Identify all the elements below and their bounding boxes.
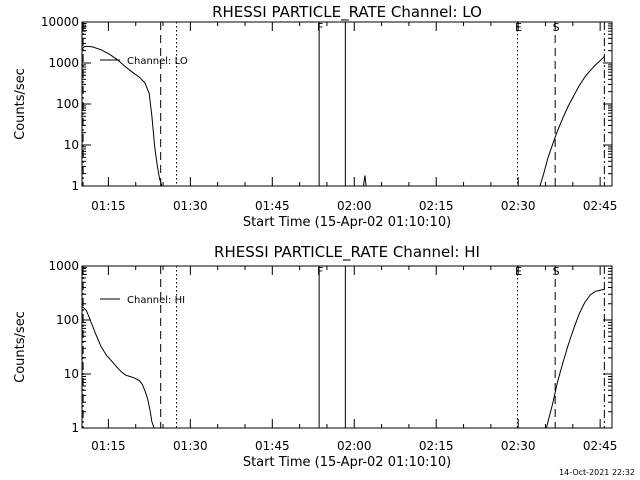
x-axis-label: Start Time (15-Apr-02 01:10:10) bbox=[243, 455, 451, 470]
x-tick-label: 02:00 bbox=[337, 439, 372, 453]
footer-timestamp: 14-Oct-2021 22:32 bbox=[559, 468, 635, 477]
marker-label: E bbox=[81, 21, 88, 34]
marker-label: E bbox=[81, 265, 88, 278]
x-tick-label: 02:30 bbox=[501, 199, 536, 213]
panel-lo: RHESSI PARTICLE_RATE Channel: LO 1 10 100 10… bbox=[13, 3, 617, 230]
y-tick-label: 1 bbox=[71, 179, 79, 193]
x-tick-label: 01:45 bbox=[255, 439, 290, 453]
series-line bbox=[539, 56, 605, 187]
legend-label: Channel: HI bbox=[127, 295, 185, 306]
y-tick-label: 10 bbox=[64, 138, 79, 152]
x-tick-label: 02:15 bbox=[419, 439, 454, 453]
y-tick-label: 10 bbox=[64, 367, 79, 381]
x-tick-label: 01:30 bbox=[173, 199, 208, 213]
x-tick-label: 02:45 bbox=[583, 439, 618, 453]
x-tick-label: 02:30 bbox=[501, 439, 536, 453]
y-tick-label: 1 bbox=[71, 421, 79, 435]
marker-label: S bbox=[553, 265, 560, 278]
chart-title: RHESSI PARTICLE_RATE Channel: HI bbox=[214, 243, 480, 262]
plot-frame bbox=[81, 21, 613, 187]
x-tick-label: 02:45 bbox=[583, 199, 618, 213]
legend-label: Channel: LO bbox=[127, 56, 188, 67]
y-tick-label: 10000 bbox=[41, 15, 79, 29]
x-tick-label: 01:15 bbox=[91, 199, 126, 213]
x-tick-label: 01:15 bbox=[91, 439, 126, 453]
x-tick-label: 01:30 bbox=[173, 439, 208, 453]
plot-frame bbox=[81, 265, 613, 429]
marker-label: F bbox=[317, 265, 323, 278]
series-line bbox=[545, 288, 605, 429]
series-line bbox=[81, 305, 155, 429]
y-tick-label: 1000 bbox=[48, 259, 79, 273]
chart-title: RHESSI PARTICLE_RATE Channel: LO bbox=[212, 3, 482, 22]
y-tick-label: 100 bbox=[56, 313, 79, 327]
series-line bbox=[362, 175, 367, 187]
marker-label: E bbox=[515, 21, 522, 34]
y-axis-label: Counts/sec bbox=[13, 68, 28, 140]
x-axis-label: Start Time (15-Apr-02 01:10:10) bbox=[243, 215, 451, 230]
y-tick-label: 1000 bbox=[48, 56, 79, 70]
series-line bbox=[81, 45, 163, 187]
marker-label: S bbox=[553, 21, 560, 34]
x-tick-label: 02:15 bbox=[419, 199, 454, 213]
y-tick-label: 100 bbox=[56, 97, 79, 111]
y-axis-label: Counts/sec bbox=[13, 311, 28, 383]
panel-hi: RHESSI PARTICLE_RATE Channel: HI 1 10 100 10… bbox=[13, 243, 617, 470]
marker-label: F bbox=[317, 21, 323, 34]
x-tick-label: 01:45 bbox=[255, 199, 290, 213]
marker-label: E bbox=[515, 265, 522, 278]
x-tick-label: 02:00 bbox=[337, 199, 372, 213]
